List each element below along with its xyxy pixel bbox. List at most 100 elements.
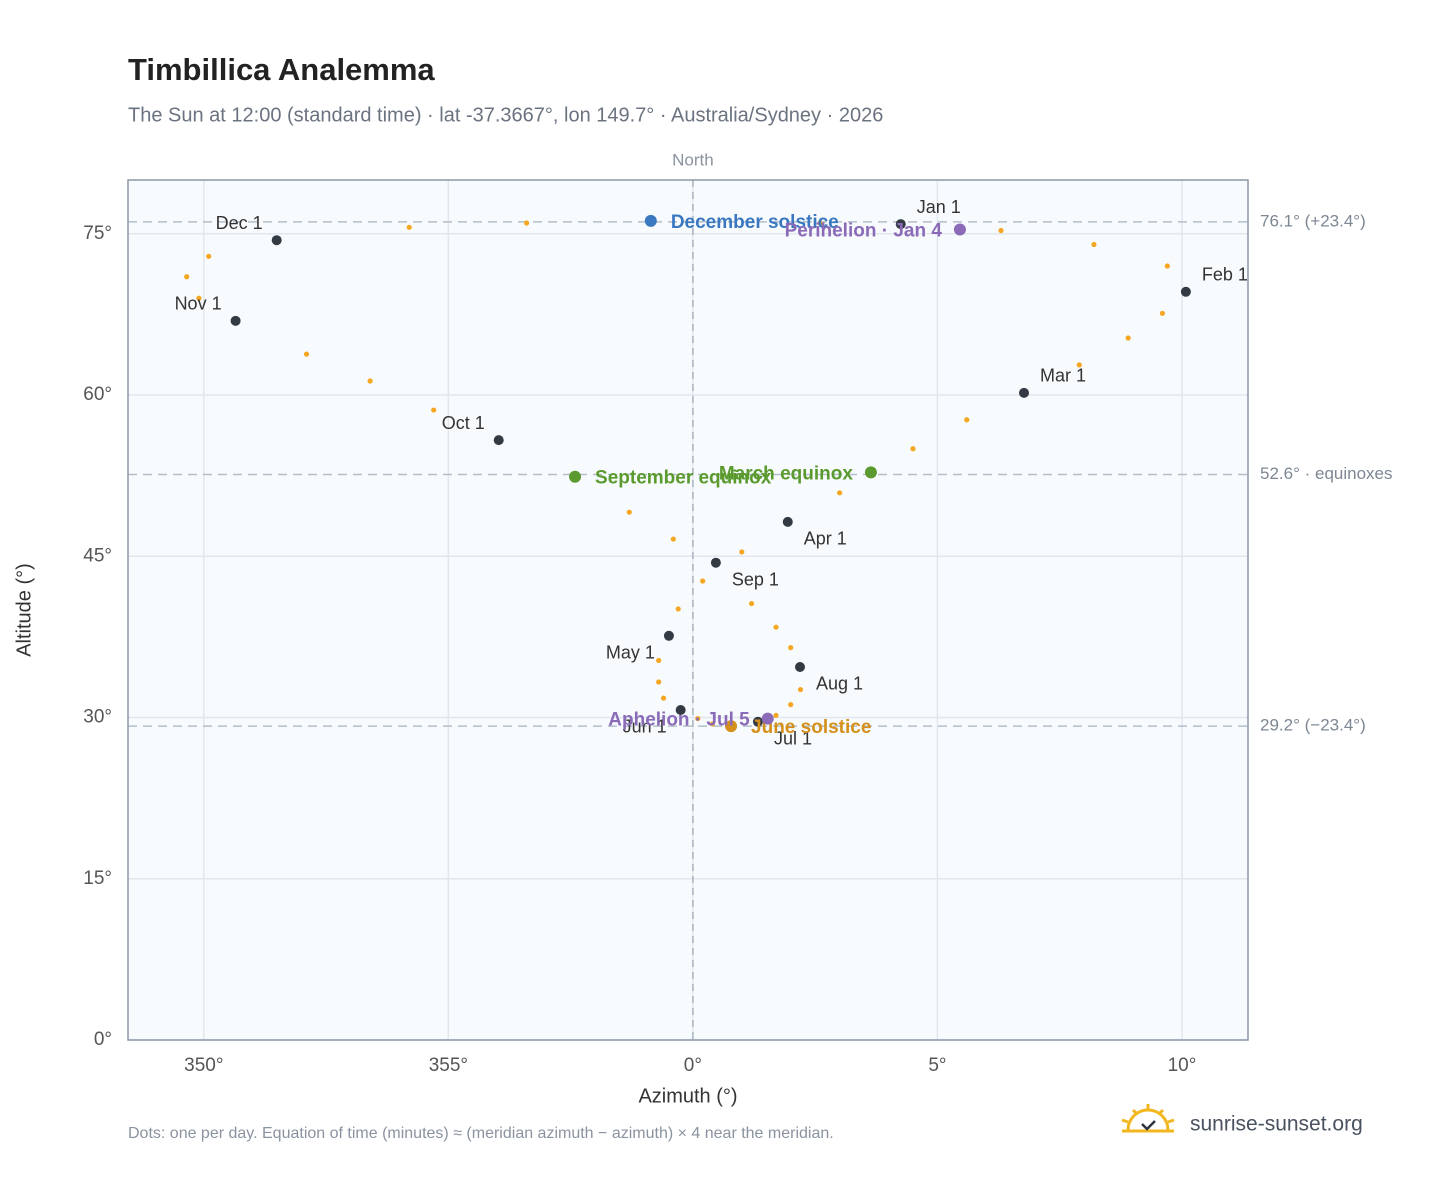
reference-label: 29.2° (−23.4°) xyxy=(1260,716,1366,735)
month-marker xyxy=(675,704,686,715)
day-dot xyxy=(656,679,662,685)
x-tick-label: 10° xyxy=(1168,1055,1197,1076)
event-marker xyxy=(953,223,966,236)
day-dot xyxy=(700,578,706,584)
month-marker xyxy=(493,435,504,446)
day-dot xyxy=(709,721,716,727)
month-marker xyxy=(230,315,241,326)
event-label: September equinox xyxy=(595,468,772,489)
reference-label: 76.1° (+23.4°) xyxy=(1260,211,1366,230)
month-marker xyxy=(752,716,763,727)
y-tick-label: 75° xyxy=(83,223,112,244)
logo-sun xyxy=(1126,1108,1170,1131)
month-marker xyxy=(663,630,674,641)
event-marker xyxy=(725,720,738,733)
month-label: Jan 1 xyxy=(917,197,961,217)
event-marker xyxy=(864,466,877,479)
event-marker xyxy=(644,214,657,227)
day-dot xyxy=(1091,241,1097,248)
month-label: Nov 1 xyxy=(175,294,222,314)
day-dot xyxy=(773,712,779,718)
x-axis-title: Azimuth (°) xyxy=(638,1085,737,1107)
month-marker xyxy=(1019,387,1029,398)
month-label: Jun 1 xyxy=(623,717,667,737)
logo-ray xyxy=(1167,1118,1175,1124)
plot-layer: Jan 1 Feb 1 Mar 1 Apr 1 May 1 Jun 1 Jul 1 Aug 1… xyxy=(128,180,1248,1041)
month-label: Mar 1 xyxy=(1040,366,1086,386)
month-marker xyxy=(795,661,805,672)
y-tick-label: 15° xyxy=(83,868,112,889)
day-dot xyxy=(695,715,701,722)
day-dot xyxy=(964,417,970,423)
day-dot xyxy=(524,220,530,226)
brand: sunrise-sunset.org xyxy=(1190,1113,1363,1136)
y-axis-title: Altitude (°) xyxy=(13,563,35,657)
day-dot xyxy=(739,549,745,555)
month-marker xyxy=(782,516,793,527)
x-tick-label: 350° xyxy=(184,1055,223,1076)
event-label: Aphelion · Jul 5 xyxy=(608,710,750,731)
x-tick-label: 0° xyxy=(684,1055,702,1076)
logo-ray xyxy=(1131,1108,1139,1116)
chart-subtitle: The Sun at 12:00 (standard time) · lat -… xyxy=(128,104,883,126)
month-label: Apr 1 xyxy=(804,529,847,549)
day-dot xyxy=(1125,335,1131,341)
month-label: Sep 1 xyxy=(732,569,779,589)
day-dot xyxy=(1159,310,1166,316)
day-dot xyxy=(367,378,373,384)
day-dot xyxy=(303,351,310,357)
footnote: Dots: one per day. Equation of time (min… xyxy=(128,1125,834,1142)
event-label: December solstice xyxy=(671,212,839,233)
month-marker xyxy=(895,219,906,230)
x-tick-label: 355° xyxy=(429,1055,468,1076)
day-dot xyxy=(196,295,202,301)
logo-ray xyxy=(1121,1118,1129,1124)
day-dot xyxy=(206,253,212,259)
day-dot xyxy=(626,509,632,515)
day-dot xyxy=(817,220,823,226)
y-tick-label: 30° xyxy=(83,707,112,728)
logo-check xyxy=(1141,1120,1156,1131)
day-dot xyxy=(788,645,794,651)
month-marker xyxy=(1180,286,1191,297)
day-dot xyxy=(797,686,804,693)
month-marker xyxy=(710,557,721,568)
day-dot xyxy=(656,657,662,664)
chart-title: Timbillica Analemma xyxy=(128,52,435,87)
day-dot xyxy=(1164,263,1170,269)
day-dot xyxy=(184,274,190,280)
month-label: Jul 1 xyxy=(774,729,812,749)
plot-frame xyxy=(127,179,1249,1041)
y-tick-label: 60° xyxy=(83,384,112,405)
day-dot xyxy=(431,407,437,413)
day-dot xyxy=(675,606,681,612)
day-dot xyxy=(406,224,412,230)
event-label: June solstice xyxy=(751,717,871,738)
month-label: May 1 xyxy=(606,643,655,663)
logo-ray xyxy=(1157,1108,1165,1116)
month-label: Dec 1 xyxy=(216,213,263,233)
event-label: Perihelion · Jan 4 xyxy=(785,220,943,241)
day-dot xyxy=(998,227,1004,234)
day-dot xyxy=(910,446,916,452)
plot-area xyxy=(128,180,1248,1040)
brand-logo xyxy=(1121,1104,1175,1133)
event-label: March equinox xyxy=(719,463,854,484)
month-label: Oct 1 xyxy=(442,413,485,433)
meridian-label: North xyxy=(672,150,714,169)
y-tick-label: 0° xyxy=(94,1029,112,1050)
month-marker xyxy=(271,235,282,246)
day-dot xyxy=(660,695,667,701)
month-label: Feb 1 xyxy=(1202,265,1248,285)
day-dot xyxy=(670,536,676,542)
day-dot xyxy=(773,624,779,630)
month-label: Aug 1 xyxy=(816,674,863,694)
x-tick-label: 5° xyxy=(928,1055,946,1076)
event-marker xyxy=(569,470,582,483)
day-dot xyxy=(748,600,755,607)
y-tick-label: 45° xyxy=(83,545,112,566)
day-dot xyxy=(788,702,794,708)
day-dot xyxy=(1076,362,1082,368)
